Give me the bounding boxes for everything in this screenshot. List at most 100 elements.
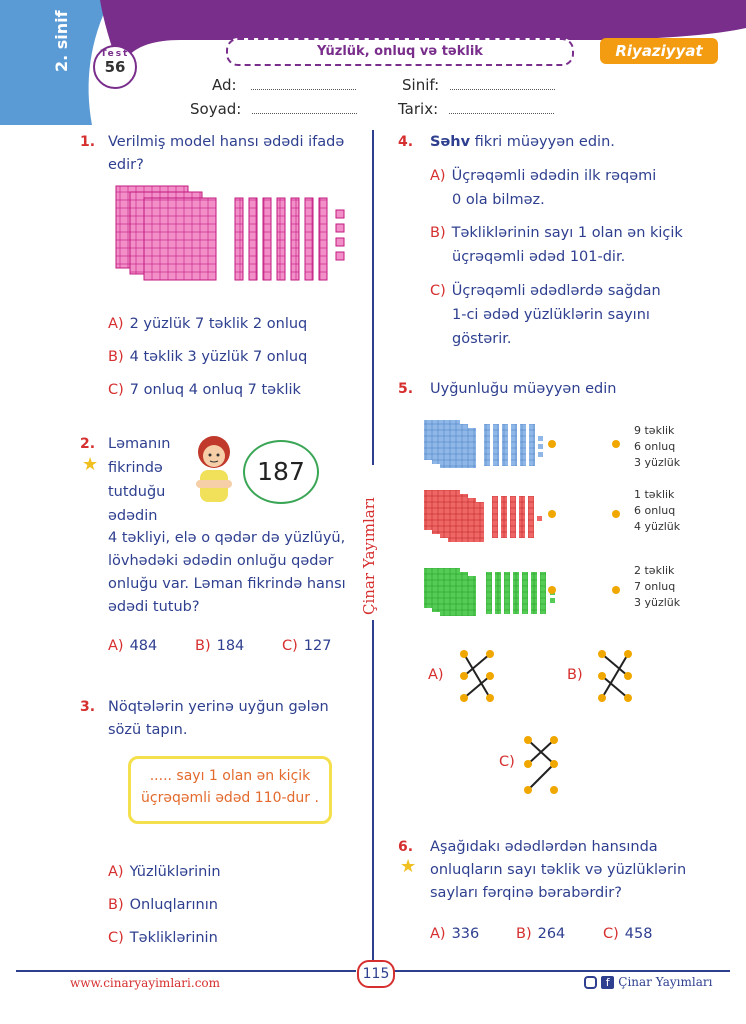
q5-left-dot-3 (548, 586, 556, 594)
q6-option-a[interactable]: A) 336 (430, 926, 479, 942)
q5-left-dot-1 (548, 440, 556, 448)
date-field[interactable]: Tarix: (398, 100, 554, 118)
class-field[interactable]: Sinif: (402, 76, 555, 94)
q3-option-a-letter: A) (108, 864, 124, 880)
q4-text-rest: fikri müəyyən edin. (470, 134, 615, 150)
q1-option-b[interactable]: B) 4 təklik 3 yüzlük 7 onluq (108, 349, 307, 365)
q1-base-ten-model (115, 185, 345, 281)
q6-option-a-letter: A) (430, 926, 446, 942)
q3-option-c-letter: C) (108, 930, 124, 946)
q2-option-c-text: 127 (303, 638, 332, 654)
column-divider-bottom (372, 620, 374, 960)
q2-option-a[interactable]: A) 484 (108, 638, 157, 654)
q5-label-2-tens: 6 onluq (634, 504, 676, 517)
q2-rest-2: onluğu var. Ləman fikrində hansı (108, 576, 346, 592)
column-divider-top (372, 130, 374, 465)
q3-option-b[interactable]: B) Onluqlarının (108, 897, 218, 913)
q3-option-b-text: Onluqlarının (129, 897, 218, 913)
q2-option-b[interactable]: B) 184 (195, 638, 244, 654)
q4-option-a-line2: 0 ola bilməz. (452, 192, 545, 208)
grade-label: 2. sinif (52, 10, 71, 72)
date-label: Tarix: (398, 100, 439, 118)
test-number: 56 (104, 58, 126, 76)
q5-right-dot-1 (612, 440, 620, 448)
test-word: Test (100, 49, 130, 59)
q5-option-c[interactable]: C) (499, 754, 515, 770)
subject-badge: Riyaziyyat (600, 38, 718, 64)
q6-option-b-text: 264 (537, 926, 566, 942)
class-label: Sinif: (402, 76, 440, 94)
q3-option-a-text: Yüzlüklərinin (129, 864, 221, 880)
q4-text: Səhv fikri müəyyən edin. (430, 131, 615, 154)
q1-number: 1. (80, 134, 96, 150)
q4-option-b[interactable]: B) Təkliklərinin sayı 1 olan ən kiçik üçr… (430, 221, 683, 269)
website-link[interactable]: www.cinaryayimlari.com (70, 976, 221, 990)
q5-label-1: 9 təklik 6 onluq 3 yüzlük (634, 423, 680, 471)
q4-option-a[interactable]: A) Üçrəqəmli ədədin ilk rəqəmi 0 ola bilm… (430, 164, 656, 212)
q5-option-a[interactable]: A) (428, 667, 444, 683)
q3-option-a[interactable]: A) Yüzlüklərinin (108, 864, 221, 880)
topic-title: Yüzlük, onluq və təklik (317, 44, 483, 59)
q4-option-b-line1: Təkliklərinin sayı 1 olan ən kiçik (451, 225, 683, 241)
q6-option-b[interactable]: B) 264 (516, 926, 565, 942)
q5-label-1-ones: 9 təklik (634, 424, 675, 437)
q6-option-b-letter: B) (516, 926, 532, 942)
footer-rule-left (16, 970, 356, 972)
q5-right-dot-3 (612, 586, 620, 594)
q6-option-c-text: 458 (624, 926, 653, 942)
q5-option-b[interactable]: B) (567, 667, 583, 683)
q4-option-b-letter: B) (430, 225, 446, 241)
footer-rule-right (392, 970, 730, 972)
q5-option-c-diagram (524, 736, 558, 794)
q5-label-3: 2 təklik 7 onluq 3 yüzlük (634, 563, 680, 611)
girl-illustration (196, 436, 232, 502)
name-field[interactable]: Ad: (212, 76, 357, 94)
q2-option-a-letter: A) (108, 638, 124, 654)
q4-option-b-line2: üçrəqəmli ədəd 101-dir. (452, 249, 626, 265)
q6-line1: Aşağıdakı ədədlərdən hansında (430, 839, 658, 855)
q5-label-2-hundreds: 4 yüzlük (634, 520, 681, 533)
page-number-badge: 115 (357, 960, 395, 988)
q5-label-2-ones: 1 təklik (634, 488, 675, 501)
q1-option-c-letter: C) (108, 382, 124, 398)
q3-option-b-letter: B) (108, 897, 124, 913)
q3-box-line1: ..... sayı 1 olan ən kiçik (149, 768, 311, 784)
q4-option-c[interactable]: C) Üçrəqəmli ədədlərdə sağdan 1-ci ədəd y… (430, 279, 661, 351)
q2-option-b-text: 184 (216, 638, 245, 654)
q2-option-c-letter: C) (282, 638, 298, 654)
q5-number: 5. (398, 381, 414, 397)
star-icon: ★ (82, 454, 99, 475)
test-badge: Test 56 (93, 45, 137, 89)
q1-option-a[interactable]: A) 2 yüzlük 7 təklik 2 onluq (108, 316, 307, 332)
q2-rest-3: ədədi tutub? (108, 599, 200, 615)
q4-option-c-line2: 1-ci ədəd yüzlüklərin sayını (452, 307, 650, 323)
q5-left-dot-2 (548, 510, 556, 518)
q2-option-c[interactable]: C) 127 (282, 638, 331, 654)
q5-option-a-letter: A) (428, 667, 444, 683)
q1-option-b-letter: B) (108, 349, 124, 365)
q6-option-c[interactable]: C) 458 (603, 926, 652, 942)
instagram-icon[interactable] (584, 976, 597, 989)
q2-line1: Ləmanın (108, 436, 171, 452)
q6-number: 6. (398, 839, 414, 855)
surname-field[interactable]: Soyad: (190, 100, 358, 118)
q1-option-a-letter: A) (108, 316, 124, 332)
q5-label-2: 1 təklik 6 onluq 4 yüzlük (634, 487, 680, 535)
q2-rest-0: 4 təkliyi, elə o qədər də yüzlüyü, (108, 530, 346, 546)
q4-number: 4. (398, 134, 414, 150)
q5-label-1-hundreds: 3 yüzlük (634, 456, 681, 469)
q6-option-a-text: 336 (451, 926, 480, 942)
q5-label-3-hundreds: 3 yüzlük (634, 596, 681, 609)
q5-option-c-letter: C) (499, 754, 515, 770)
q1-option-c[interactable]: C) 7 onluq 4 onluq 7 təklik (108, 382, 301, 398)
q5-option-b-diagram (598, 650, 632, 702)
q6-line3: sayları fərqinə bərabərdir? (430, 885, 622, 901)
q3-option-c[interactable]: C) Təkliklərinin (108, 930, 218, 946)
q1-option-b-text: 4 təklik 3 yüzlük 7 onluq (129, 349, 308, 365)
header-background (0, 0, 746, 125)
footer-publisher-name: Çinar Yayımları (618, 975, 713, 989)
q1-option-a-text: 2 yüzlük 7 təklik 2 onluq (129, 316, 308, 332)
q5-label-1-tens: 6 onluq (634, 440, 676, 453)
facebook-icon[interactable]: f (601, 976, 615, 989)
topic-pill: Yüzlük, onluq və təklik (226, 38, 574, 66)
